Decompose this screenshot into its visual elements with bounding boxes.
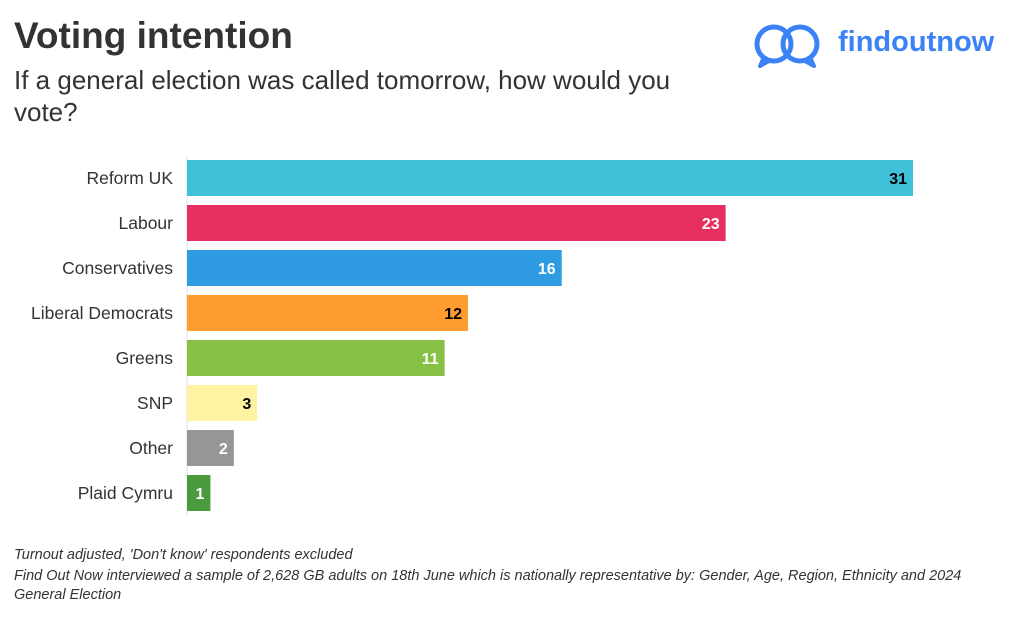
logo-text: findoutnow <box>838 26 995 58</box>
value-label-other: 2 <box>219 441 228 458</box>
category-label-conservatives: Conservatives <box>62 258 173 278</box>
category-label-labour: Labour <box>119 213 174 233</box>
category-label-other: Other <box>129 438 173 458</box>
footnote-methodology: Find Out Now interviewed a sample of 2,6… <box>14 568 962 603</box>
value-label-labour: 23 <box>702 216 720 233</box>
category-label-liberal-democrats: Liberal Democrats <box>31 303 173 323</box>
value-label-snp: 3 <box>242 396 251 413</box>
category-label-snp: SNP <box>137 393 173 413</box>
bar-snp <box>187 385 258 421</box>
speech-bubbles-icon <box>754 24 820 68</box>
chart-title: Voting intention <box>14 15 293 56</box>
findoutnow-logo: findoutnow <box>752 20 1002 70</box>
value-label-conservatives: 16 <box>538 261 556 278</box>
bar-other <box>187 430 234 466</box>
bar-greens <box>187 340 445 376</box>
value-label-greens: 11 <box>422 351 439 368</box>
bar-reform-uk <box>187 160 913 196</box>
footnote-turnout: Turnout adjusted, 'Don't know' responden… <box>14 547 353 563</box>
value-label-liberal-democrats: 12 <box>444 306 462 323</box>
bar-plaid-cymru <box>187 475 211 511</box>
bar-conservatives <box>187 250 562 286</box>
bar-liberal-democrats <box>187 295 469 331</box>
category-label-greens: Greens <box>116 348 174 368</box>
value-label-reform-uk: 31 <box>889 171 907 188</box>
chart-subtitle: If a general election was called tomorro… <box>14 65 671 127</box>
value-label-plaid-cymru: 1 <box>196 486 205 503</box>
category-label-plaid-cymru: Plaid Cymru <box>78 483 173 503</box>
bar-labour <box>187 205 726 241</box>
category-label-reform-uk: Reform UK <box>86 168 173 188</box>
